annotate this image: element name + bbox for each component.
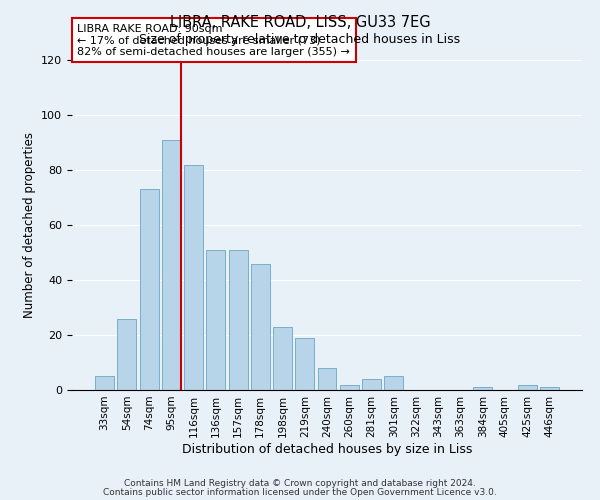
Bar [184, 164, 203, 390]
Bar [473, 387, 492, 390]
Bar [118, 318, 136, 390]
Bar [95, 376, 114, 390]
Text: Size of property relative to detached houses in Liss: Size of property relative to detached ho… [139, 32, 461, 46]
Bar [540, 387, 559, 390]
Bar [273, 327, 292, 390]
Bar [229, 250, 248, 390]
Y-axis label: Number of detached properties: Number of detached properties [23, 132, 35, 318]
Bar [384, 376, 403, 390]
Bar [295, 338, 314, 390]
Text: LIBRA RAKE ROAD: 90sqm
← 17% of detached houses are smaller (73)
82% of semi-det: LIBRA RAKE ROAD: 90sqm ← 17% of detached… [77, 24, 350, 56]
Bar [362, 379, 381, 390]
Text: Contains HM Land Registry data © Crown copyright and database right 2024.: Contains HM Land Registry data © Crown c… [124, 479, 476, 488]
Bar [206, 250, 225, 390]
Bar [317, 368, 337, 390]
X-axis label: Distribution of detached houses by size in Liss: Distribution of detached houses by size … [182, 442, 472, 456]
Bar [251, 264, 270, 390]
Text: Contains public sector information licensed under the Open Government Licence v3: Contains public sector information licen… [103, 488, 497, 497]
Bar [140, 189, 158, 390]
Text: LIBRA, RAKE ROAD, LISS, GU33 7EG: LIBRA, RAKE ROAD, LISS, GU33 7EG [170, 15, 430, 30]
Bar [340, 384, 359, 390]
Bar [518, 384, 536, 390]
Bar [162, 140, 181, 390]
